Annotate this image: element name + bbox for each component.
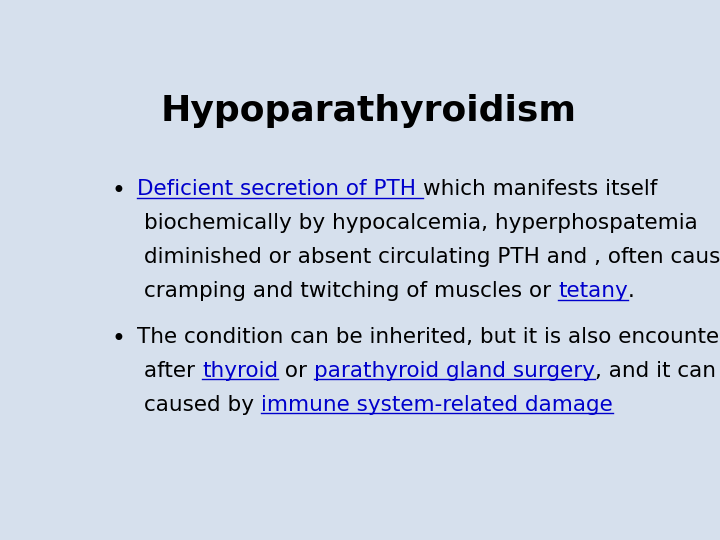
Text: diminished or absent circulating PTH and , often causing: diminished or absent circulating PTH and… bbox=[144, 247, 720, 267]
Text: Hypoparathyroidism: Hypoparathyroidism bbox=[161, 94, 577, 128]
Text: or: or bbox=[278, 361, 314, 381]
Text: thyroid: thyroid bbox=[202, 361, 278, 381]
Text: •: • bbox=[111, 327, 125, 351]
Text: tetany: tetany bbox=[558, 281, 628, 301]
Text: .: . bbox=[628, 281, 635, 301]
Text: immune system-related damage: immune system-related damage bbox=[261, 395, 613, 415]
Text: The condition can be inherited, but it is also encountered: The condition can be inherited, but it i… bbox=[138, 327, 720, 347]
Text: cramping and twitching of muscles or: cramping and twitching of muscles or bbox=[144, 281, 558, 301]
Text: parathyroid gland surgery: parathyroid gland surgery bbox=[314, 361, 595, 381]
Text: , and it can be: , and it can be bbox=[595, 361, 720, 381]
Text: Deficient secretion of PTH: Deficient secretion of PTH bbox=[138, 179, 423, 199]
Text: after: after bbox=[144, 361, 202, 381]
Text: •: • bbox=[111, 179, 125, 203]
Text: caused by: caused by bbox=[144, 395, 261, 415]
Text: biochemically by hypocalcemia, hyperphospatemia: biochemically by hypocalcemia, hyperphos… bbox=[144, 213, 698, 233]
Text: which manifests itself: which manifests itself bbox=[423, 179, 657, 199]
